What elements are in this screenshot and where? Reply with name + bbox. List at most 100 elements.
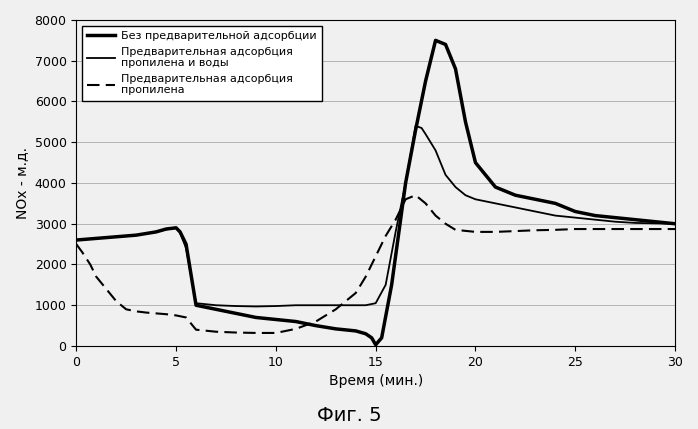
- Без предварительной адсорбции: [401, 181, 410, 186]
- Без предварительной адсорбции: [367, 335, 376, 340]
- Предварительная адсорбция
пропилена и воды: [417, 125, 426, 130]
- Предварительная адсорбция
пропилена: [651, 227, 660, 232]
- Без предварительной адсорбции: [172, 225, 180, 230]
- Предварительная адсорбция
пропилена и воды: [162, 227, 170, 232]
- Предварительная адсорбция
пропилена: [491, 230, 500, 235]
- Без предварительной адсорбции: [422, 79, 430, 84]
- Предварительная адсорбция
пропилена и воды: [371, 301, 380, 306]
- Предварительная адсорбция
пропилена: [102, 287, 110, 292]
- Без предварительной адсорбции: [491, 184, 500, 190]
- Без предварительной адсорбции: [82, 237, 91, 242]
- Предварительная адсорбция
пропилена: [182, 315, 191, 320]
- Предварительная адсорбция
пропилена и воды: [72, 238, 80, 243]
- Без предварительной адсорбции: [452, 66, 460, 72]
- Предварительная адсорбция
пропилена: [232, 330, 240, 335]
- Предварительная адсорбция
пропилена и воды: [182, 246, 191, 251]
- Предварительная адсорбция
пропилена и воды: [392, 230, 400, 235]
- Предварительная адсорбция
пропилена: [86, 262, 94, 267]
- Без предварительной адсорбции: [132, 233, 140, 238]
- Предварительная адсорбция
пропилена и воды: [172, 225, 180, 230]
- Предварительная адсорбция
пропилена: [252, 330, 260, 335]
- Предварительная адсорбция
пропилена: [132, 309, 140, 314]
- Предварительная адсорбция
пропилена: [211, 329, 220, 334]
- Предварительная адсорбция
пропилена и воды: [132, 233, 140, 238]
- Предварительная адсорбция
пропилена: [401, 197, 410, 202]
- Предварительная адсорбция
пропилена и воды: [471, 197, 480, 202]
- Предварительная адсорбция
пропилена: [192, 327, 200, 332]
- Предварительная адсорбция
пропилена и воды: [211, 303, 220, 308]
- Предварительная адсорбция
пропилена и воды: [382, 282, 390, 287]
- Предварительная адсорбция
пропилена: [631, 227, 639, 232]
- Предварительная адсорбция
пропилена: [551, 227, 560, 233]
- Предварительная адсорбция
пропилена: [72, 242, 80, 247]
- Предварительная адсорбция
пропилена и воды: [431, 148, 440, 153]
- Line: Предварительная адсорбция
пропилена и воды: Предварительная адсорбция пропилена и во…: [76, 126, 675, 306]
- Без предварительной адсорбции: [252, 315, 260, 320]
- X-axis label: Время (мин.): Время (мин.): [329, 374, 423, 388]
- Предварительная адсорбция
пропилена и воды: [651, 221, 660, 226]
- Без предварительной адсорбции: [162, 227, 170, 232]
- Без предварительной адсорбции: [176, 230, 184, 235]
- Без предварительной адсорбции: [362, 331, 370, 336]
- Без предварительной адсорбции: [92, 236, 101, 241]
- Предварительная адсорбция
пропилена: [362, 274, 370, 279]
- Без предварительной адсорбции: [272, 317, 280, 322]
- Предварительная адсорбция
пропилена: [292, 326, 300, 332]
- Y-axis label: NOх - м.д.: NOх - м.д.: [15, 147, 29, 219]
- Без предварительной адсорбции: [411, 127, 419, 133]
- Без предварительной адсорбции: [651, 219, 660, 224]
- Без предварительной адсорбции: [531, 197, 540, 202]
- Без предварительной адсорбции: [232, 311, 240, 316]
- Предварительная адсорбция
пропилена: [382, 233, 390, 239]
- Предварительная адсорбция
пропилена: [392, 217, 400, 222]
- Без предварительной адсорбции: [431, 38, 440, 43]
- Без предварительной адсорбции: [211, 307, 220, 312]
- Предварительная адсорбция
пропилена: [431, 213, 440, 218]
- Без предварительной адсорбции: [611, 215, 619, 220]
- Предварительная адсорбция
пропилена и воды: [401, 181, 410, 186]
- Предварительная адсорбция
пропилена и воды: [452, 184, 460, 190]
- Предварительная адсорбция
пропилена и воды: [441, 172, 450, 178]
- Legend: Без предварительной адсорбции, Предварительная адсорбция
пропилена и воды, Предв: Без предварительной адсорбции, Предварит…: [82, 26, 322, 101]
- Без предварительной адсорбции: [671, 221, 679, 227]
- Предварительная адсорбция
пропилена и воды: [491, 201, 500, 206]
- Предварительная адсорбция
пропилена и воды: [671, 221, 679, 227]
- Предварительная адсорбция
пропилена: [511, 229, 519, 234]
- Предварительная адсорбция
пропилена и воды: [422, 132, 430, 137]
- Предварительная адсорбция
пропилена и воды: [352, 303, 360, 308]
- Без предварительной адсорбции: [387, 282, 396, 287]
- Без предварительной адсорбции: [371, 342, 380, 347]
- Предварительная адсорбция
пропилена и воды: [362, 303, 370, 308]
- Предварительная адсорбция
пропилена и воды: [232, 303, 240, 308]
- Предварительная адсорбция
пропилена и воды: [531, 209, 540, 214]
- Предварительная адсорбция
пропилена и воды: [272, 303, 280, 308]
- Предварительная адсорбция
пропилена: [452, 227, 460, 233]
- Без предварительной адсорбции: [292, 319, 300, 324]
- Предварительная адсорбция
пропилена: [352, 290, 360, 296]
- Предварительная адсорбция
пропилена: [471, 230, 480, 235]
- Предварительная адсорбция
пропилена: [571, 227, 579, 232]
- Предварительная адсорбция
пропилена и воды: [192, 301, 200, 306]
- Предварительная адсорбция
пропилена и воды: [252, 304, 260, 309]
- Предварительная адсорбция
пропилена и воды: [631, 221, 639, 226]
- Предварительная адсорбция
пропилена: [411, 193, 419, 198]
- Без предварительной адсорбции: [631, 217, 639, 222]
- Без предварительной адсорбции: [591, 213, 600, 218]
- Предварительная адсорбция
пропилена: [172, 313, 180, 318]
- Line: Без предварительной адсорбции: Без предварительной адсорбции: [76, 40, 675, 345]
- Предварительная адсорбция
пропилена: [611, 227, 619, 232]
- Предварительная адсорбция
пропилена и воды: [152, 230, 161, 235]
- Предварительная адсорбция
пропилена: [122, 307, 131, 312]
- Предварительная адсорбция
пропилена: [441, 221, 450, 227]
- Предварительная адсорбция
пропилена: [591, 227, 600, 232]
- Предварительная адсорбция
пропилена и воды: [176, 230, 184, 235]
- Без предварительной адсорбции: [182, 242, 191, 247]
- Предварительная адсорбция
пропилена: [92, 274, 101, 279]
- Предварительная адсорбция
пропилена и воды: [92, 236, 101, 241]
- Без предварительной адсорбции: [192, 303, 200, 308]
- Без предварительной адсорбции: [471, 160, 480, 165]
- Без предварительной адсорбции: [551, 201, 560, 206]
- Предварительная адсорбция
пропилена и воды: [311, 303, 320, 308]
- Предварительная адсорбция
пропилена и воды: [571, 215, 579, 220]
- Предварительная адсорбция
пропилена: [152, 311, 161, 316]
